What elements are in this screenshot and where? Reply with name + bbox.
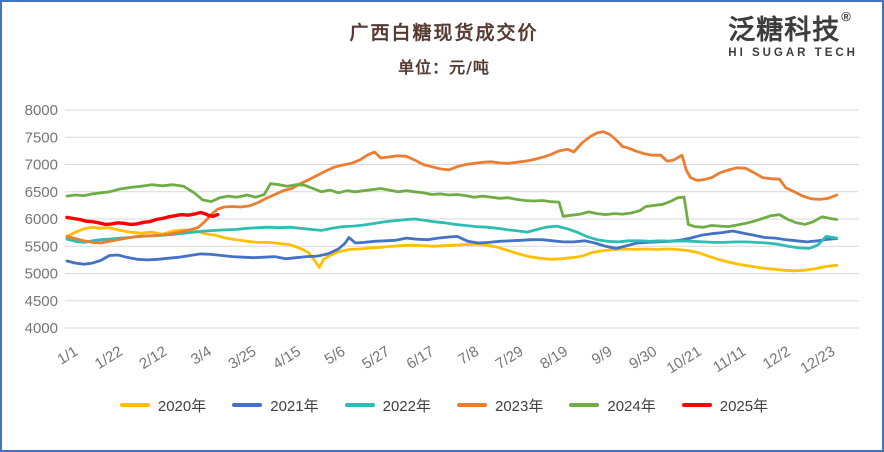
- x-axis-tick-label: 7/8: [455, 343, 482, 368]
- legend-label: 2024年: [607, 397, 656, 415]
- x-axis-tick-label: 8/19: [537, 343, 571, 373]
- x-axis-tick-label: 5/6: [322, 343, 349, 368]
- legend-item-2024年[interactable]: 2024年: [569, 395, 656, 416]
- legend-item-2023年[interactable]: 2023年: [457, 395, 543, 416]
- y-axis-tick-label: 7000: [25, 157, 58, 174]
- series-line-2022年: [65, 217, 839, 250]
- registered-trademark-icon: ®: [841, 9, 852, 24]
- legend-label: 2022年: [382, 397, 431, 415]
- x-axis-tick-label: 5/27: [359, 343, 393, 373]
- x-axis-tick-label: 3/25: [225, 343, 259, 373]
- x-axis-tick-label: 12/2: [760, 343, 794, 373]
- x-axis-tick-label: 7/29: [493, 343, 527, 373]
- x-axis-tick-label: 2/12: [136, 343, 170, 373]
- series-line-2023年: [65, 130, 839, 245]
- x-axis-tick-label: 12/23: [797, 343, 838, 377]
- legend-label: 2021年: [270, 397, 319, 415]
- logo: 泛糖科技® HI SUGAR TECH: [728, 10, 858, 60]
- legend-label: 2023年: [495, 397, 544, 415]
- y-axis-tick-label: 5500: [25, 238, 58, 255]
- series-line-2024年: [65, 182, 839, 229]
- legend-swatch: [232, 402, 263, 408]
- x-axis-tick-label: 6/17: [404, 343, 438, 373]
- legend-item-2022年[interactable]: 2022年: [344, 395, 431, 416]
- x-axis-tick-label: 9/9: [589, 343, 616, 368]
- legend-item-2025年[interactable]: 2025年: [681, 395, 769, 416]
- series-line-2020年: [65, 225, 839, 273]
- x-axis-tick-label: 1/22: [92, 343, 126, 373]
- x-axis-tick-label: 3/4: [188, 343, 215, 368]
- logo-brand-name: 泛糖科技: [728, 15, 841, 45]
- y-axis-tick-label: 8000: [25, 102, 58, 119]
- x-axis-tick-label: 10/21: [664, 343, 705, 377]
- legend-swatch: [681, 402, 712, 408]
- series-line-2021年: [65, 229, 839, 266]
- x-axis-tick-label: 9/30: [626, 343, 660, 373]
- y-axis-tick-label: 6500: [25, 184, 58, 201]
- series-line-2025年: [65, 210, 220, 227]
- x-axis-tick-label: 1/1: [54, 343, 81, 368]
- x-axis-tick-label: 4/15: [270, 343, 304, 373]
- y-axis-tick-label: 7500: [25, 129, 58, 146]
- logo-brand-row: 泛糖科技®: [728, 10, 858, 44]
- y-axis-tick-label: 6000: [25, 211, 58, 228]
- legend-swatch: [457, 402, 487, 408]
- logo-tagline: HI SUGAR TECH: [728, 47, 858, 59]
- y-axis-tick-label: 4000: [25, 320, 58, 337]
- x-axis-tick-label: 11/11: [710, 343, 749, 376]
- legend-item-2020年[interactable]: 2020年: [119, 395, 207, 416]
- legend-swatch: [344, 402, 375, 408]
- legend-label: 2020年: [157, 397, 207, 415]
- legend-swatch: [119, 402, 150, 408]
- chart-legend: 2020年 2021年 2022年 2023年 2024年 2025年: [2, 392, 882, 418]
- y-axis-tick-label: 4500: [25, 293, 58, 310]
- y-axis-tick-label: 5000: [25, 266, 58, 283]
- legend-label: 2025年: [719, 397, 769, 415]
- legend-swatch: [569, 402, 600, 408]
- legend-item-2021年[interactable]: 2021年: [232, 395, 319, 416]
